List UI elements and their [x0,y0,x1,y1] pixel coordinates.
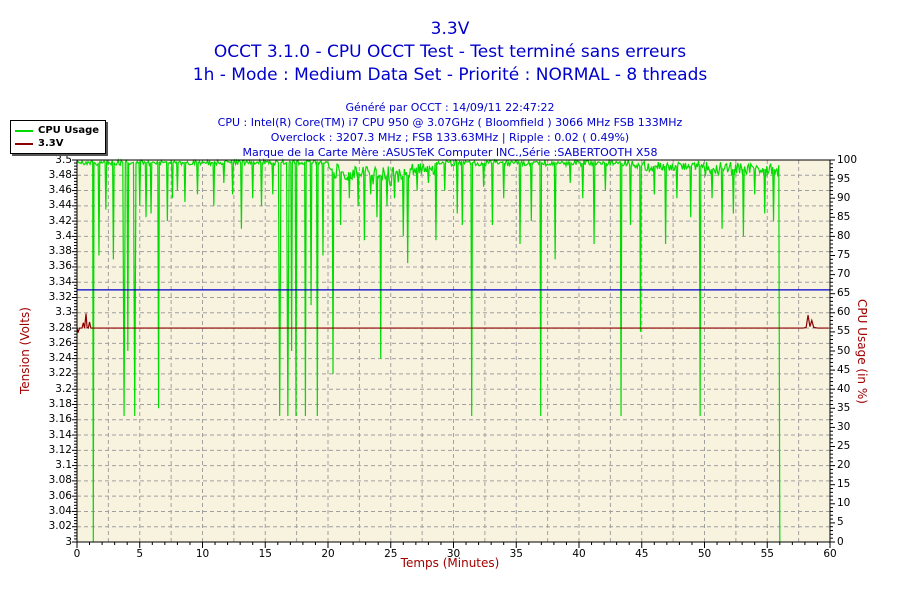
right-axis-tick-label: 30 [837,420,851,433]
left-axis-tick-label: 3.04 [48,504,72,517]
left-axis-tick-label: 3.38 [48,245,72,258]
overclock-info: Overclock : 3207.3 MHz ; FSB 133.63MHz |… [270,131,630,144]
right-axis-tick-label: 60 [837,306,851,319]
voltage-line [76,313,829,333]
right-axis-tick-label: 80 [837,229,851,242]
page-title: 3.3V [430,19,470,39]
legend-item-cpu-usage: CPU Usage [15,124,101,137]
x-axis-tick-label: 50 [697,548,712,560]
right-axis-tick-label: 85 [837,210,851,223]
x-axis-tick-label: 25 [384,548,398,560]
test-result-subtitle: OCCT 3.1.0 - CPU OCCT Test - Test termin… [213,42,687,62]
legend-label-3-3v: 3.3V [38,138,64,149]
left-axis-tick-label: 3.3 [55,306,72,319]
right-axis-tick-label: 35 [837,401,851,414]
left-axis-tick-label: 3.14 [48,428,72,441]
right-axis-tick-label: 15 [837,478,851,491]
test-config-subtitle: 1h - Mode : Medium Data Set - Priorité :… [192,65,708,85]
left-axis-tick-label: 3.48 [48,168,72,181]
chart-title-block: 3.3V OCCT 3.1.0 - CPU OCCT Test - Test t… [0,18,900,87]
x-axis-tick-label: 30 [446,548,461,560]
left-axis-tick-label: 3.24 [48,352,72,365]
left-axis-tick-label: 3.44 [48,199,72,212]
right-axis-tick-label: 20 [837,459,851,472]
left-axis-tick-label: 3.18 [48,397,72,410]
left-axis-tick-label: 3.2 [55,382,72,395]
left-axis-tick-label: 3.06 [48,489,72,502]
right-axis-tick-label: 0 [837,535,844,548]
right-axis-tick-label: 55 [837,325,851,338]
right-axis-tick-label: 45 [837,363,851,376]
legend-item-3-3v: 3.3V [15,137,101,150]
left-axis-tick-label: 3.32 [48,291,72,304]
right-axis-title: CPU Usage (in %) [855,298,869,404]
right-axis-tick-label: 10 [837,497,851,510]
right-axis-tick-label: 65 [837,287,851,300]
left-axis-tick-label: 3 [65,535,72,548]
x-axis-tick-label: 0 [73,548,81,560]
x-axis-tick-label: 15 [258,548,272,560]
left-axis-tick-label: 3.26 [48,336,72,349]
right-axis-tick-label: 75 [837,249,851,261]
left-axis-tick-label: 3.28 [48,321,72,334]
left-axis-tick-label: 3.36 [48,260,72,273]
cpu-usage-line [76,157,781,543]
x-axis-tick-label: 45 [635,548,649,560]
right-axis-tick-label: 90 [837,191,851,204]
left-axis-tick-label: 3.02 [48,520,72,533]
right-axis-tick-label: 25 [837,440,851,452]
chart-legend: CPU Usage 3.3V [10,120,106,154]
plot-border [76,159,831,543]
left-axis-tick-label: 3.42 [48,214,72,227]
left-axis-tick-label: 3.34 [48,275,72,288]
x-axis-tick-label: 10 [195,548,210,560]
cpu-info: CPU : Intel(R) Core(TM) i7 CPU 950 @ 3.0… [217,116,683,129]
generated-timestamp: Généré par OCCT : 14/09/11 22:47:22 [345,101,555,114]
left-axis-tick-label: 3.5 [55,153,72,166]
voltage-line-swatch [15,142,33,145]
motherboard-info: Marque de la Carte Mère :ASUSTeK Compute… [242,146,658,159]
right-axis-tick-label: 50 [837,344,851,357]
x-axis-title: Temps (Minutes) [400,556,500,570]
x-axis-tick-label: 35 [509,548,523,560]
x-axis-tick-label: 5 [136,548,144,560]
cpu-usage-line-swatch [15,129,33,132]
left-axis-tick-label: 3.22 [48,367,72,380]
x-axis-tick-label: 60 [823,548,837,560]
left-axis-tick-label: 3.16 [48,413,72,426]
left-axis-tick-label: 3.1 [55,459,72,472]
x-axis-tick-label: 20 [321,548,335,560]
left-axis-tick-label: 3.12 [48,443,72,456]
left-axis-tick-label: 3.08 [48,474,72,487]
legend-label-cpu-usage: CPU Usage [38,125,100,136]
left-axis-title: Tension (Volts) [18,307,32,395]
right-axis-tick-label: 70 [837,268,851,281]
system-info-block: Généré par OCCT : 14/09/11 22:47:22 CPU … [0,100,900,160]
right-axis-tick-label: 40 [837,382,851,395]
right-axis-tick-label: 95 [837,172,851,185]
x-axis-tick-label: 55 [760,548,774,560]
left-axis-tick-label: 3.4 [55,229,72,242]
right-axis-tick-label: 5 [837,516,844,529]
x-axis-tick-label: 40 [572,548,586,560]
left-axis-tick-label: 3.46 [48,184,72,197]
right-axis-tick-label: 100 [837,153,858,166]
